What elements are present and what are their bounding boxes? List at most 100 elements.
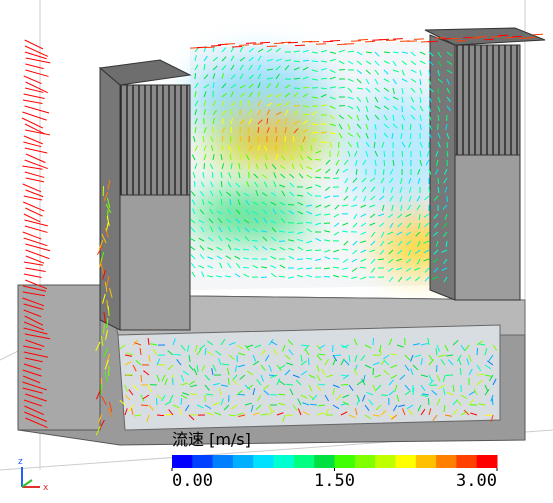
vector bbox=[341, 384, 348, 385]
vector bbox=[333, 178, 339, 179]
vector bbox=[24, 220, 47, 226]
vector bbox=[438, 178, 439, 184]
vector bbox=[492, 398, 493, 405]
color-swatch bbox=[233, 455, 254, 468]
vector bbox=[195, 73, 196, 79]
basin bbox=[18, 285, 525, 445]
vector bbox=[22, 112, 46, 120]
vector bbox=[383, 169, 384, 175]
vector bbox=[303, 106, 309, 107]
flow-panel bbox=[190, 40, 460, 290]
vector bbox=[165, 414, 172, 415]
vector bbox=[430, 385, 437, 386]
vector bbox=[25, 46, 48, 56]
vector bbox=[460, 368, 461, 375]
color-swatch bbox=[416, 455, 437, 468]
vector bbox=[429, 187, 430, 193]
scene: z x 流速 [m/s] 0.00 1.50 3.00 bbox=[0, 0, 553, 503]
vector bbox=[181, 398, 182, 405]
tick-label: 3.00 bbox=[456, 471, 497, 491]
vector bbox=[25, 226, 48, 232]
vector bbox=[194, 181, 195, 187]
tick-label: 0.00 bbox=[172, 471, 213, 491]
vector bbox=[384, 160, 385, 166]
vector bbox=[23, 202, 44, 211]
vector bbox=[303, 87, 309, 88]
color-swatch bbox=[456, 455, 477, 468]
vector bbox=[428, 398, 429, 405]
axis-triad: z x bbox=[18, 457, 49, 493]
color-swatch bbox=[253, 455, 274, 468]
vector bbox=[267, 69, 273, 70]
vector bbox=[23, 232, 42, 239]
vector bbox=[334, 355, 341, 356]
vector bbox=[378, 259, 384, 260]
vector bbox=[384, 151, 385, 157]
vector bbox=[446, 375, 453, 376]
vector bbox=[384, 52, 390, 53]
color-swatch bbox=[294, 455, 315, 468]
vector bbox=[293, 136, 294, 142]
vector bbox=[477, 348, 478, 355]
vector bbox=[141, 405, 148, 406]
vector bbox=[26, 178, 44, 182]
color-swatch bbox=[436, 455, 457, 468]
axis-label: x bbox=[43, 483, 49, 493]
vector bbox=[25, 106, 50, 113]
vector bbox=[402, 151, 403, 157]
vector bbox=[243, 267, 249, 268]
right-tower bbox=[425, 28, 545, 300]
vector bbox=[420, 97, 421, 103]
vector bbox=[373, 338, 374, 345]
vector bbox=[373, 368, 374, 375]
vector bbox=[315, 250, 321, 251]
vector bbox=[360, 267, 366, 268]
color-swatch bbox=[192, 455, 213, 468]
color-swatch bbox=[213, 455, 234, 468]
vector bbox=[258, 136, 259, 142]
vector bbox=[221, 181, 222, 187]
vector bbox=[312, 61, 318, 62]
vector bbox=[228, 378, 229, 385]
vector bbox=[24, 196, 42, 200]
color-swatch bbox=[314, 455, 335, 468]
vector bbox=[303, 60, 309, 61]
vector bbox=[23, 142, 41, 147]
vector bbox=[25, 64, 43, 69]
vector bbox=[261, 277, 267, 278]
tick-label: 1.50 bbox=[314, 471, 355, 491]
vector bbox=[25, 52, 47, 59]
vector bbox=[141, 375, 142, 382]
vector bbox=[306, 258, 312, 259]
vector bbox=[204, 163, 205, 169]
vector bbox=[321, 142, 327, 143]
color-swatch bbox=[375, 455, 396, 468]
vector bbox=[157, 415, 164, 416]
vector bbox=[238, 394, 245, 395]
vector bbox=[24, 274, 42, 278]
vector bbox=[26, 256, 44, 263]
vector bbox=[297, 223, 303, 224]
color-swatch bbox=[274, 455, 295, 468]
left-tower bbox=[100, 60, 190, 330]
vector bbox=[312, 132, 318, 133]
color-swatch bbox=[477, 455, 498, 468]
vector bbox=[402, 160, 403, 166]
vector bbox=[410, 133, 411, 139]
legend-title: 流速 [m/s] bbox=[172, 430, 251, 449]
vector bbox=[26, 70, 49, 76]
vector bbox=[25, 148, 47, 153]
vector bbox=[25, 172, 44, 177]
vector bbox=[436, 365, 437, 372]
vector bbox=[447, 142, 448, 148]
vector bbox=[321, 78, 327, 79]
vector bbox=[252, 240, 258, 241]
vector bbox=[231, 127, 232, 133]
color-swatch bbox=[395, 455, 416, 468]
color-swatch bbox=[172, 455, 193, 468]
color-swatch bbox=[355, 455, 376, 468]
vector bbox=[315, 159, 321, 160]
color-swatch bbox=[335, 455, 356, 468]
vector bbox=[25, 88, 43, 92]
vector bbox=[23, 184, 41, 192]
